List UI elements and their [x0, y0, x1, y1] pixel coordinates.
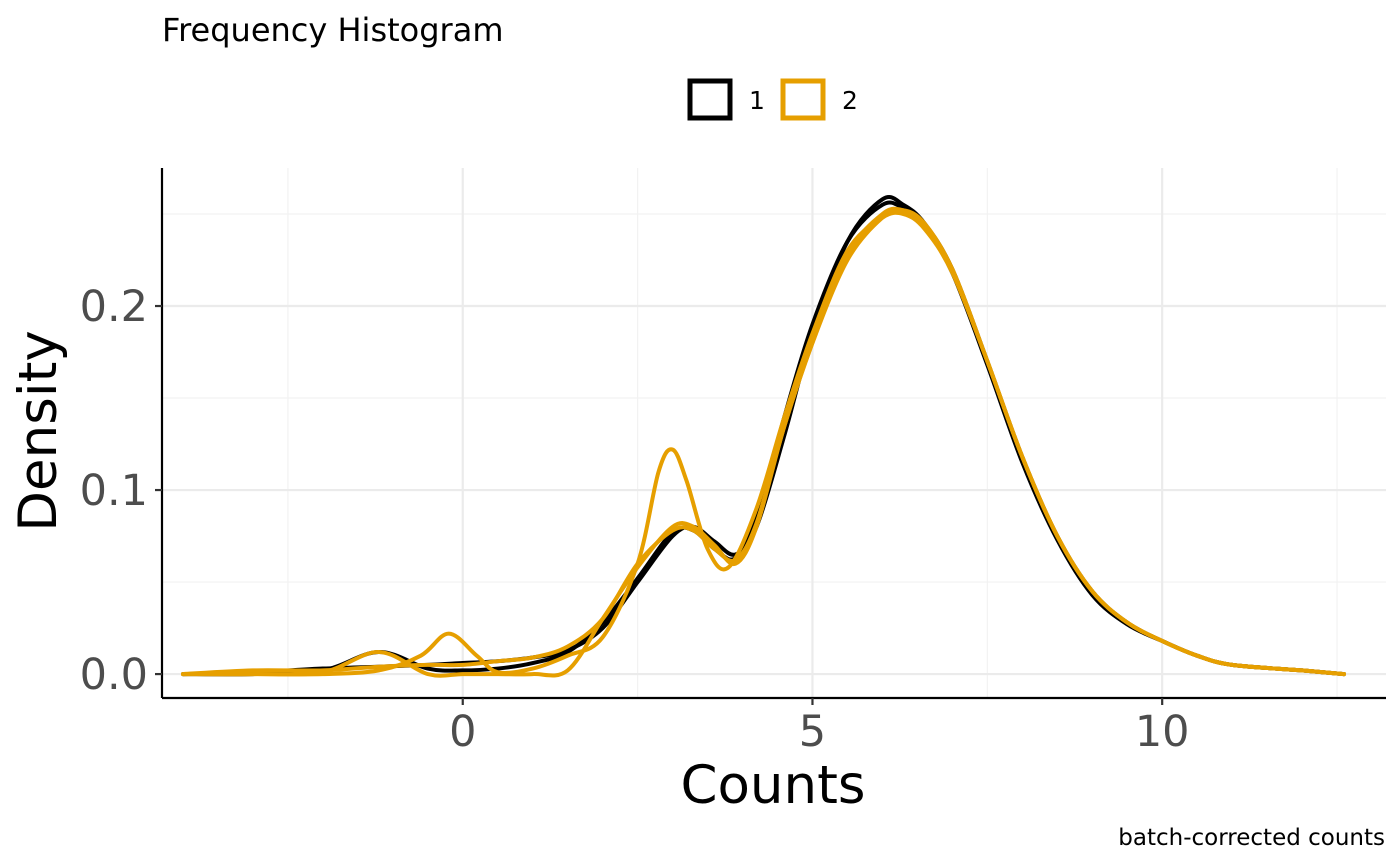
legend-label-2: 2	[842, 86, 858, 115]
legend-key-1	[687, 78, 733, 121]
x-tick-label: 5	[799, 707, 826, 757]
density-lines	[180, 195, 1347, 678]
minor-gridlines	[162, 168, 1386, 698]
density-line-group-2-4	[180, 206, 1347, 677]
x-axis-ticks: 0 5 10	[449, 698, 1190, 757]
y-axis-ticks: 0.0 0.1 0.2	[80, 282, 162, 700]
x-tick-label: 10	[1135, 707, 1190, 757]
legend-label-1: 1	[749, 86, 765, 115]
y-axis-title: Density	[8, 330, 69, 532]
legend-key-2	[780, 78, 826, 121]
x-axis-title: Counts	[680, 755, 865, 816]
chart-caption: batch-corrected counts	[1118, 825, 1385, 851]
y-tick-label: 0.1	[80, 466, 148, 516]
y-tick-label: 0.0	[80, 650, 148, 700]
chart-title: Frequency Histogram	[162, 11, 503, 49]
x-tick-label: 0	[449, 707, 476, 757]
y-tick-label: 0.2	[80, 282, 148, 332]
